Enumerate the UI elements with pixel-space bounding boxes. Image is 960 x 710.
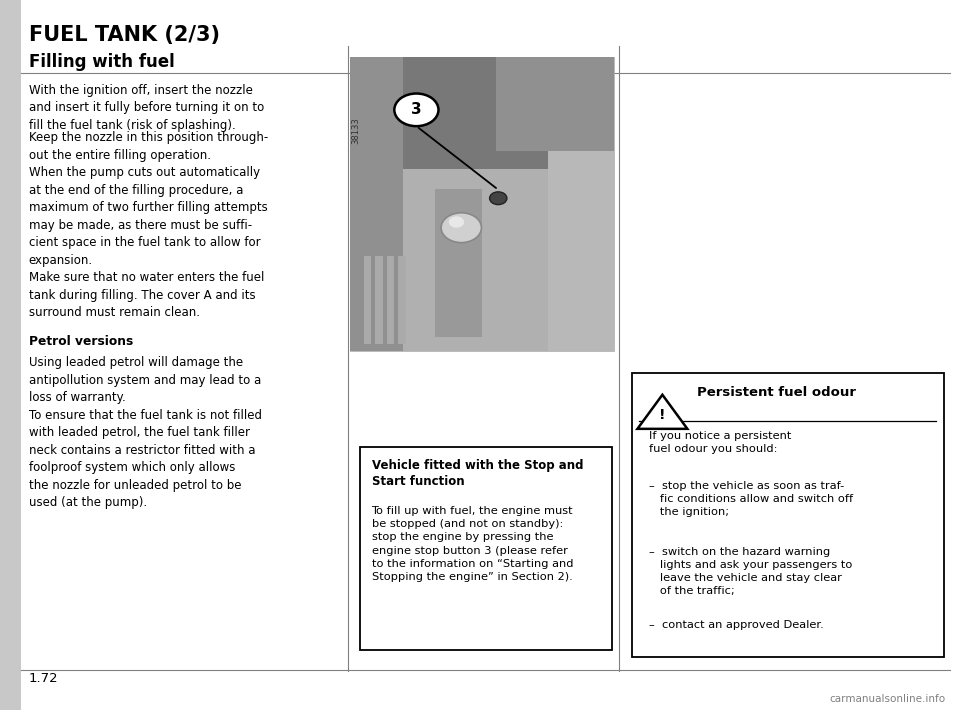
Bar (0, 0, 21, 710)
Bar (548, 57, 614, 351)
Text: 3: 3 (411, 102, 421, 117)
Text: Vehicle fitted with the Stop and
Start function: Vehicle fitted with the Stop and Start f… (372, 459, 583, 488)
Circle shape (395, 94, 439, 126)
Text: 1.72: 1.72 (29, 672, 59, 685)
Text: Keep the nozzle in this position through-
out the entire filling operation.
When: Keep the nozzle in this position through… (29, 131, 268, 320)
Text: FUEL TANK (2/3): FUEL TANK (2/3) (29, 25, 220, 45)
Bar (360, 447, 612, 650)
Bar (387, 256, 395, 344)
Circle shape (490, 192, 507, 204)
Bar (403, 169, 548, 351)
Bar (495, 57, 614, 151)
Text: Persistent fuel odour: Persistent fuel odour (697, 386, 856, 398)
Bar (364, 256, 372, 344)
Text: Using leaded petrol will damage the
antipollution system and may lead to a
loss : Using leaded petrol will damage the anti… (29, 356, 262, 509)
Bar (350, 57, 403, 351)
Circle shape (448, 217, 465, 228)
Text: carmanualsonline.info: carmanualsonline.info (829, 694, 946, 704)
Bar (398, 256, 406, 344)
Text: –  contact an approved Dealer.: – contact an approved Dealer. (649, 620, 824, 630)
Text: –  stop the vehicle as soon as traf-
   fic conditions allow and switch off
   t: – stop the vehicle as soon as traf- fic … (649, 481, 853, 517)
Text: With the ignition off, insert the nozzle
and insert it fully before turning it o: With the ignition off, insert the nozzle… (29, 84, 264, 132)
Polygon shape (637, 395, 687, 429)
Text: 38133: 38133 (351, 117, 361, 144)
Bar (350, 57, 614, 351)
Text: To fill up with fuel, the engine must
be stopped (and not on standby):
stop the : To fill up with fuel, the engine must be… (372, 506, 573, 582)
Bar (435, 190, 483, 337)
Text: Petrol versions: Petrol versions (29, 335, 133, 348)
Text: –  switch on the hazard warning
   lights and ask your passengers to
   leave th: – switch on the hazard warning lights an… (649, 547, 852, 596)
Bar (632, 373, 944, 657)
Text: If you notice a persistent
fuel odour you should:: If you notice a persistent fuel odour yo… (649, 431, 791, 454)
Bar (350, 57, 614, 175)
Circle shape (441, 213, 481, 243)
Text: Filling with fuel: Filling with fuel (29, 53, 175, 71)
Bar (375, 256, 383, 344)
Text: !: ! (660, 408, 665, 422)
